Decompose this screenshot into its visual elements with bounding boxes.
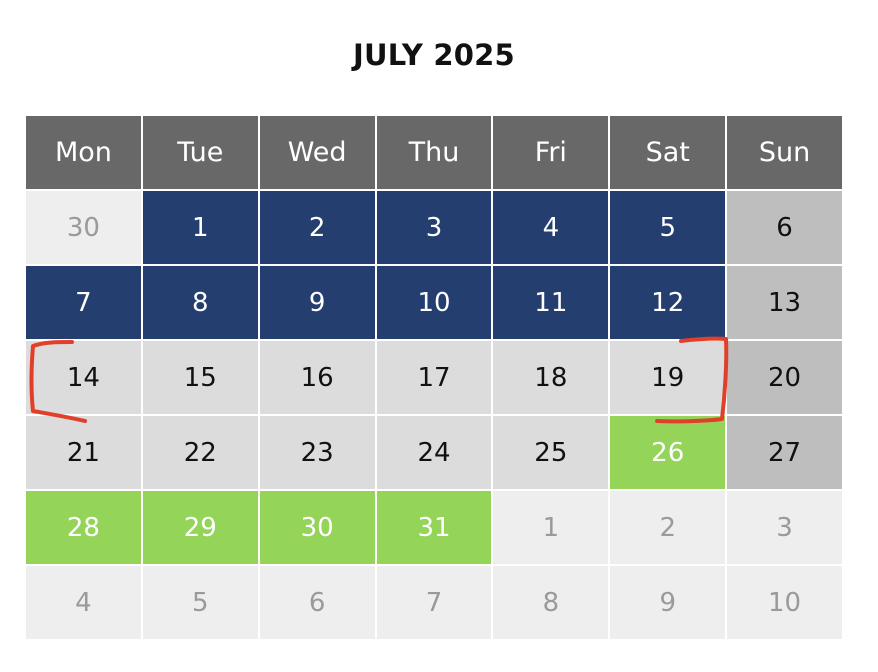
calendar-grid: Mon Tue Wed Thu Fri Sat Sun 30 1 2 3 4 5 6 7 8 9 10 11 12 13… (26, 116, 842, 639)
day-cell[interactable]: 12 (610, 266, 726, 339)
day-cell[interactable]: 22 (142, 416, 258, 489)
day-cell[interactable]: 27 (727, 416, 842, 489)
day-cell[interactable]: 1 (142, 191, 258, 264)
day-cell[interactable]: 7 (376, 566, 492, 639)
day-cell[interactable]: 28 (26, 491, 141, 564)
day-cell[interactable]: 11 (493, 266, 609, 339)
day-cell[interactable]: 9 (259, 266, 375, 339)
day-cell[interactable]: 2 (610, 491, 726, 564)
day-cell[interactable]: 3 (376, 191, 492, 264)
day-cell[interactable]: 15 (142, 341, 258, 414)
day-cell[interactable]: 10 (376, 266, 492, 339)
day-cell[interactable]: 13 (727, 266, 842, 339)
weekday-header-thu: Thu (376, 116, 492, 189)
weekday-header-mon: Mon (26, 116, 141, 189)
day-cell[interactable]: 30 (26, 191, 141, 264)
day-cell[interactable]: 17 (376, 341, 492, 414)
day-cell[interactable]: 21 (26, 416, 141, 489)
day-cell[interactable]: 19 (610, 341, 726, 414)
day-cell[interactable]: 18 (493, 341, 609, 414)
day-cell[interactable]: 9 (610, 566, 726, 639)
day-cell[interactable]: 16 (259, 341, 375, 414)
weekday-header-sat: Sat (610, 116, 726, 189)
day-cell[interactable]: 5 (142, 566, 258, 639)
weekday-header-sun: Sun (727, 116, 842, 189)
day-cell[interactable]: 2 (259, 191, 375, 264)
day-cell[interactable]: 25 (493, 416, 609, 489)
day-cell[interactable]: 4 (493, 191, 609, 264)
day-cell[interactable]: 6 (259, 566, 375, 639)
day-cell[interactable]: 10 (727, 566, 842, 639)
calendar-title: JULY 2025 (353, 38, 515, 72)
day-cell[interactable]: 7 (26, 266, 141, 339)
day-cell[interactable]: 6 (727, 191, 842, 264)
day-cell[interactable]: 23 (259, 416, 375, 489)
day-cell[interactable]: 29 (142, 491, 258, 564)
day-cell[interactable]: 4 (26, 566, 141, 639)
day-cell[interactable]: 5 (610, 191, 726, 264)
day-cell[interactable]: 30 (259, 491, 375, 564)
weekday-header-wed: Wed (259, 116, 375, 189)
day-cell[interactable]: 8 (493, 566, 609, 639)
day-cell[interactable]: 31 (376, 491, 492, 564)
day-cell[interactable]: 1 (493, 491, 609, 564)
weekday-header-tue: Tue (142, 116, 258, 189)
weekday-header-fri: Fri (493, 116, 609, 189)
day-cell[interactable]: 3 (727, 491, 842, 564)
day-cell[interactable]: 8 (142, 266, 258, 339)
day-cell[interactable]: 24 (376, 416, 492, 489)
day-cell[interactable]: 26 (610, 416, 726, 489)
day-cell[interactable]: 14 (26, 341, 141, 414)
day-cell[interactable]: 20 (727, 341, 842, 414)
